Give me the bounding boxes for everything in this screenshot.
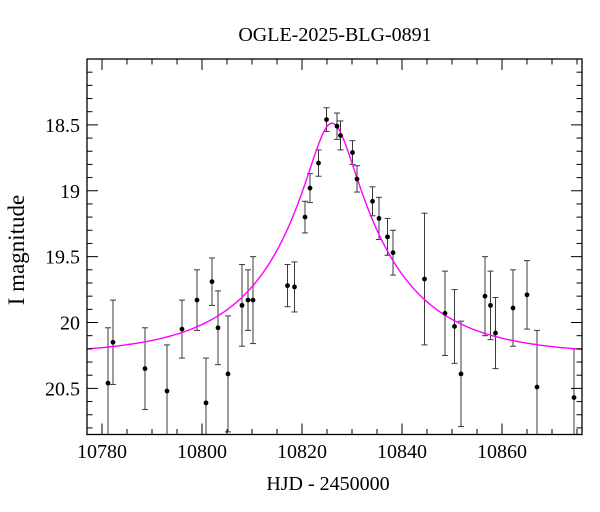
data-point [370,198,375,204]
x-tick-label: 10780 [77,441,127,463]
data-point [452,324,457,329]
data-point [105,380,111,386]
y-tick-label: 18.5 [45,115,80,137]
model-curve-layer [87,122,582,351]
data-point [239,302,245,308]
x-tick-label: 10840 [377,441,427,463]
data-point [316,160,321,166]
data-point [510,305,516,311]
y-tick-label: 19 [60,181,80,203]
data-point [376,216,382,221]
data-point [225,371,231,377]
data-point [534,384,540,390]
x-tick-label: 10800 [177,441,227,463]
data-point [209,279,215,285]
x-tick-label: 10820 [277,441,327,463]
y-axis-label: I magnitude [4,195,29,306]
plot-frame [86,58,583,436]
data-point [179,326,185,332]
y-tick-label: 19.5 [45,247,80,269]
data-point [458,371,464,377]
data-point [482,293,488,299]
data-point [422,276,427,282]
axis-tick-labels: 10780 10800 10820 10840 10860 18.5 19 19.5 20 20.… [45,115,527,463]
error-bars-layer [105,107,577,435]
data-point [324,117,329,123]
data-point [334,123,340,129]
data-point [285,283,290,289]
data-point [110,339,116,345]
data-point [493,330,498,336]
data-points-layer [105,117,577,406]
data-point [488,302,493,308]
data-point [302,214,308,220]
data-point [390,250,396,256]
data-point [385,234,390,240]
plot-title: OGLE-2025-BLG-0891 [238,24,431,46]
data-point [292,284,297,290]
data-point [350,150,355,155]
data-point [571,395,577,401]
axis-ticks [87,59,582,435]
data-point [164,388,170,394]
data-point [354,176,360,182]
data-point [307,185,313,191]
data-point [250,297,256,303]
data-point [215,325,221,331]
x-tick-label: 10860 [477,441,527,463]
y-tick-label: 20.5 [45,378,80,400]
data-point [524,292,530,298]
data-point [203,400,209,406]
model-curve [87,122,582,351]
data-point [245,297,251,303]
x-axis-label: HJD - 2450000 [266,473,389,495]
data-point [338,133,343,138]
data-point [142,366,148,372]
data-point [194,297,200,303]
y-tick-label: 20 [60,313,80,335]
data-point [442,310,448,316]
